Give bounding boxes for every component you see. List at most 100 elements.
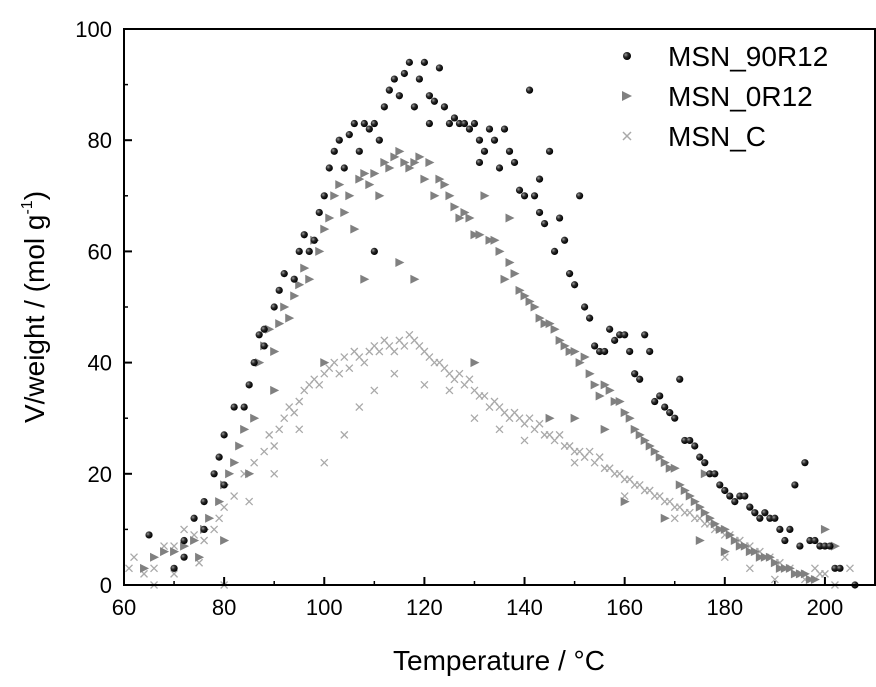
point-msn-0r12 bbox=[250, 413, 260, 423]
point-msn-c bbox=[585, 447, 594, 456]
point-msn-90r12 bbox=[500, 125, 509, 133]
point-msn-c bbox=[420, 380, 429, 389]
x-axis-title: Temperature / °C bbox=[393, 645, 605, 676]
point-msn-0r12 bbox=[195, 552, 205, 562]
point-msn-0r12 bbox=[320, 358, 330, 368]
point-msn-0r12 bbox=[285, 313, 295, 323]
point-msn-0r12 bbox=[295, 280, 305, 290]
point-msn-c bbox=[570, 458, 579, 467]
point-msn-90r12 bbox=[255, 331, 263, 339]
point-msn-0r12 bbox=[650, 447, 660, 457]
point-msn-0r12 bbox=[465, 213, 475, 223]
point-msn-c bbox=[180, 525, 189, 534]
point-msn-90r12 bbox=[525, 86, 534, 94]
point-msn-c bbox=[820, 569, 829, 578]
point-msn-90r12 bbox=[581, 303, 589, 311]
point-msn-0r12 bbox=[675, 480, 685, 490]
point-msn-0r12 bbox=[715, 524, 725, 534]
point-msn-90r12 bbox=[380, 103, 388, 111]
x-tick-label: 60 bbox=[112, 595, 136, 620]
point-msn-0r12 bbox=[725, 530, 735, 540]
point-msn-90r12 bbox=[370, 119, 378, 128]
point-msn-0r12 bbox=[755, 552, 765, 562]
point-msn-90r12 bbox=[686, 436, 694, 445]
point-msn-0r12 bbox=[470, 230, 480, 240]
point-msn-0r12 bbox=[305, 274, 315, 284]
point-msn-0r12 bbox=[550, 324, 560, 334]
point-msn-90r12 bbox=[726, 492, 734, 500]
x-tick-label: 80 bbox=[212, 595, 236, 620]
point-msn-0r12 bbox=[570, 413, 580, 423]
point-msn-0r12 bbox=[360, 169, 370, 179]
point-msn-0r12 bbox=[290, 291, 300, 301]
point-msn-90r12 bbox=[455, 119, 464, 128]
point-msn-90r12 bbox=[220, 431, 228, 439]
point-msn-90r12 bbox=[350, 119, 358, 128]
point-msn-0r12 bbox=[830, 541, 840, 551]
y-tick-label: 100 bbox=[75, 17, 112, 42]
point-msn-90r12 bbox=[420, 58, 428, 66]
point-msn-0r12 bbox=[265, 324, 275, 334]
point-msn-90r12 bbox=[550, 247, 559, 255]
point-msn-0r12 bbox=[315, 246, 325, 256]
point-msn-0r12 bbox=[735, 541, 745, 551]
point-msn-0r12 bbox=[395, 258, 405, 268]
x-tick-label: 200 bbox=[807, 595, 844, 620]
point-msn-c bbox=[525, 414, 534, 423]
point-msn-0r12 bbox=[730, 536, 740, 546]
legend-label-msn-0r12: MSN_0R12 bbox=[668, 81, 813, 112]
point-msn-0r12 bbox=[320, 224, 330, 234]
point-msn-90r12 bbox=[385, 86, 393, 94]
point-msn-0r12 bbox=[170, 547, 180, 557]
y-axis-title-superscript: -1 bbox=[19, 200, 36, 214]
point-msn-90r12 bbox=[435, 64, 444, 72]
point-msn-0r12 bbox=[800, 569, 810, 579]
point-msn-c bbox=[245, 497, 254, 506]
point-msn-0r12 bbox=[620, 497, 630, 507]
point-msn-c bbox=[315, 380, 324, 389]
point-msn-0r12 bbox=[395, 146, 405, 156]
point-msn-90r12 bbox=[621, 331, 629, 339]
point-msn-0r12 bbox=[700, 508, 710, 518]
point-msn-90r12 bbox=[460, 119, 469, 128]
point-msn-0r12 bbox=[635, 430, 645, 440]
point-msn-c bbox=[595, 453, 604, 462]
point-msn-0r12 bbox=[695, 502, 705, 512]
point-msn-0r12 bbox=[605, 385, 615, 395]
point-msn-0r12 bbox=[775, 563, 785, 573]
point-msn-c bbox=[215, 514, 224, 523]
point-msn-0r12 bbox=[215, 497, 225, 507]
point-msn-90r12 bbox=[776, 525, 784, 534]
point-msn-90r12 bbox=[360, 119, 368, 128]
point-msn-0r12 bbox=[630, 424, 640, 434]
point-msn-90r12 bbox=[245, 381, 253, 389]
point-msn-90r12 bbox=[836, 564, 844, 572]
point-msn-0r12 bbox=[230, 458, 240, 468]
point-msn-90r12 bbox=[691, 442, 699, 450]
point-msn-0r12 bbox=[570, 346, 580, 356]
x-tick-label: 180 bbox=[706, 595, 743, 620]
point-msn-90r12 bbox=[681, 436, 689, 445]
point-msn-0r12 bbox=[400, 157, 410, 167]
point-msn-0r12 bbox=[545, 319, 555, 329]
point-msn-90r12 bbox=[535, 208, 544, 217]
y-tick-label: 80 bbox=[88, 128, 112, 153]
legend: MSN_90R12 MSN_0R12 MSN_C bbox=[622, 41, 828, 152]
point-msn-0r12 bbox=[560, 341, 570, 351]
point-msn-0r12 bbox=[410, 274, 420, 284]
point-msn-0r12 bbox=[685, 491, 695, 501]
point-msn-0r12 bbox=[770, 558, 780, 568]
point-msn-c bbox=[480, 392, 489, 400]
y-tick-label: 20 bbox=[88, 462, 112, 487]
point-msn-90r12 bbox=[571, 281, 579, 289]
point-msn-0r12 bbox=[690, 497, 700, 507]
point-msn-90r12 bbox=[696, 453, 704, 461]
y-tick-labels: 0 20 40 60 80 100 bbox=[75, 17, 112, 598]
point-msn-c bbox=[130, 553, 138, 562]
point-msn-0r12 bbox=[760, 552, 770, 562]
point-msn-90r12 bbox=[445, 119, 454, 128]
point-msn-90r12 bbox=[661, 403, 669, 411]
point-msn-c bbox=[465, 375, 474, 384]
point-msn-0r12 bbox=[255, 358, 265, 368]
point-msn-0r12 bbox=[645, 441, 655, 451]
